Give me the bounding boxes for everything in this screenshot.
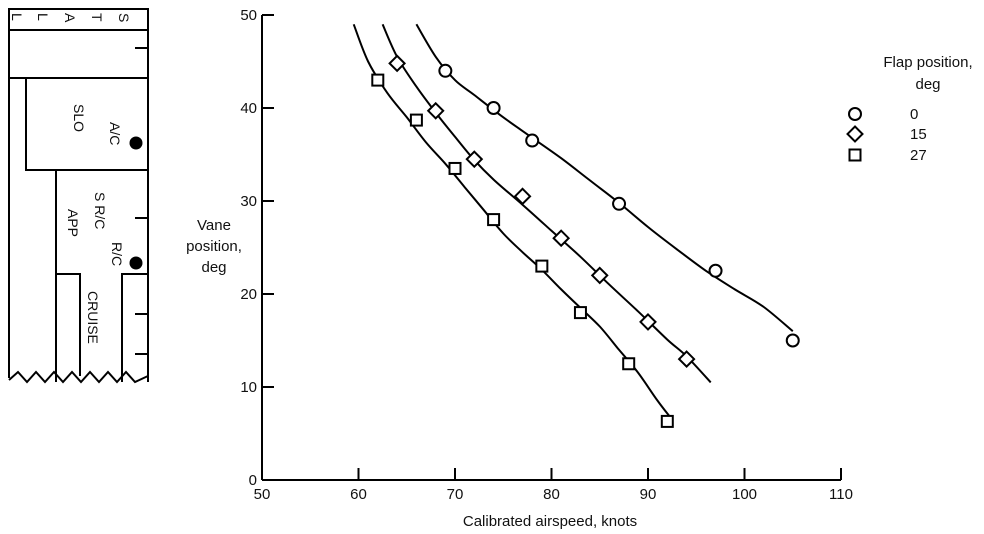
data-point-flap-0: [785, 333, 800, 348]
y-ticks: 0 10 20 30 40 50: [240, 7, 274, 489]
indicator-slo-box: [25, 78, 148, 171]
indicator-label-rc: R/C: [109, 242, 125, 266]
legend-entry-label: 27: [910, 147, 927, 164]
indicator-scale-ticks: [135, 47, 148, 355]
x-tick-label: 80: [543, 486, 560, 503]
data-point-flap-27: [535, 259, 549, 273]
indicator-stall-letter: L: [9, 13, 25, 21]
x-tick-label: 50: [254, 486, 271, 503]
indicator-rc-marker: [129, 256, 143, 270]
indicator-stall-zone: [8, 29, 149, 79]
data-point-flap-15: [590, 266, 609, 285]
indicator-stall-letter: L: [35, 13, 51, 21]
indicator-outer-border: [8, 78, 149, 382]
legend-marker-circle: [848, 107, 862, 121]
legend: Flap position, deg 0 15 27: [846, 54, 973, 164]
indicator-stall-letters: S T A L L: [9, 13, 132, 23]
data-point-flap-15: [426, 101, 445, 120]
x-tick-label: 90: [640, 486, 657, 503]
x-axis-label: Calibrated airspeed, knots: [463, 513, 637, 530]
data-point-flap-0: [438, 63, 453, 78]
data-point-flap-0: [486, 101, 501, 115]
legend-title-line: deg: [915, 76, 940, 93]
data-point-flap-27: [448, 161, 462, 175]
y-tick-label: 0: [249, 472, 257, 489]
y-axis-label-line: Vane: [197, 217, 231, 234]
x-tick-label: 70: [447, 486, 464, 503]
data-point-flap-15: [513, 187, 532, 206]
y-tick-label: 10: [240, 379, 257, 396]
data-point-flap-15: [677, 350, 696, 369]
data-point-flap-27: [487, 213, 501, 227]
data-point-flap-27: [371, 73, 385, 87]
indicator-stall-letter: A: [62, 13, 78, 23]
chart: 50 60 70 80 90 100 110 0 10 20 30 40 50 Calibrated …: [186, 7, 973, 530]
data-point-flap-0: [525, 133, 540, 148]
y-axis-label-line: deg: [201, 259, 226, 276]
fit-curves: [352, 23, 794, 421]
indicator-label-cruise: CRUISE: [85, 291, 101, 344]
data-point-flap-0: [708, 263, 723, 278]
data-point-flap-15: [388, 54, 407, 73]
y-axis-label-line: position,: [186, 238, 242, 255]
legend-title-line: Flap position,: [883, 54, 972, 71]
x-ticks: 50 60 70 80 90 100 110: [254, 468, 853, 503]
data-point-flap-15: [552, 229, 571, 248]
y-tick-label: 20: [240, 286, 257, 303]
data-point-flap-27: [622, 357, 636, 371]
y-tick-label: 40: [240, 100, 257, 117]
indicator-stall-letter: T: [89, 13, 105, 22]
y-tick-label: 30: [240, 193, 257, 210]
indicator-cruise-box: [56, 273, 148, 382]
legend-item: 15: [846, 125, 927, 143]
x-tick-label: 110: [829, 486, 853, 503]
indicator-label-ac: A/C: [107, 122, 123, 145]
data-point-flap-15: [639, 312, 657, 331]
fit-curve-flap-15: [381, 23, 712, 384]
legend-marker-diamond: [846, 125, 864, 143]
legend-entry-label: 0: [910, 106, 918, 123]
x-tick-label: 100: [732, 486, 757, 503]
indicator-ac-marker: [129, 136, 143, 150]
legend-entry-label: 15: [910, 126, 927, 143]
indicator-label-src: S R/C: [92, 192, 108, 229]
data-point-flap-15: [465, 150, 484, 169]
fit-curve-flap-0: [415, 23, 794, 332]
legend-item: 0: [848, 106, 918, 123]
fit-curve-flap-27: [352, 23, 673, 421]
indicator-label-slo: SLO: [71, 104, 87, 132]
y-axis-label: Vane position, deg: [186, 217, 242, 276]
data-point-flap-27: [660, 414, 674, 428]
x-tick-label: 60: [350, 486, 367, 503]
data-point-flap-27: [409, 113, 423, 127]
legend-marker-square: [848, 148, 862, 162]
indicator-label-app: APP: [65, 209, 81, 237]
y-tick-label: 50: [240, 7, 257, 24]
data-point-flap-27: [573, 306, 587, 320]
vane-indicator-diagram: [8, 8, 149, 384]
indicator-stall-letter: S: [116, 13, 132, 22]
indicator-break-line: [8, 370, 149, 384]
data-point-flap-0: [612, 196, 627, 211]
data-points: [371, 54, 800, 428]
legend-item: 27: [848, 147, 927, 164]
